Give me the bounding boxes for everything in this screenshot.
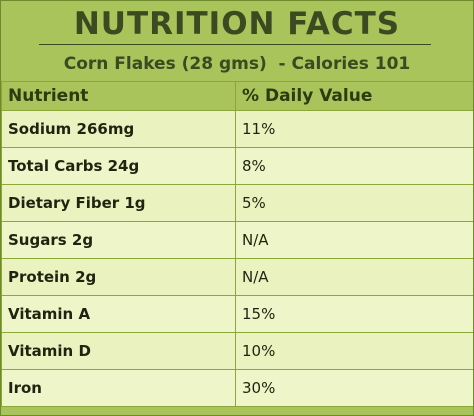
table-row: Sodium 266mg 11% [1, 110, 473, 148]
daily-value: 11% [235, 110, 473, 148]
nutrition-table: Nutrient % Daily Value Sodium 266mg 11% … [1, 81, 473, 407]
nutrient-name: Iron [1, 369, 236, 407]
table-row: Sugars 2g N/A [1, 221, 473, 259]
column-header-daily-value: % Daily Value [235, 81, 473, 111]
daily-value: 8% [235, 147, 473, 185]
nutrient-name: Dietary Fiber 1g [1, 184, 236, 222]
daily-value: N/A [235, 221, 473, 259]
daily-value: 10% [235, 332, 473, 370]
nutrient-name: Sugars 2g [1, 221, 236, 259]
product-subtitle: Corn Flakes (28 gms) - Calories 101 [63, 54, 411, 74]
title-divider [39, 44, 431, 45]
table-row: Iron 30% [1, 369, 473, 407]
daily-value: 15% [235, 295, 473, 333]
column-header-nutrient: Nutrient [1, 81, 236, 111]
nutrient-name: Sodium 266mg [1, 110, 236, 148]
daily-value: N/A [235, 258, 473, 296]
table-row: Vitamin D 10% [1, 332, 473, 370]
table-row: Protein 2g N/A [1, 258, 473, 296]
page-title: NUTRITION FACTS [73, 6, 401, 42]
table-row: Total Carbs 24g 8% [1, 147, 473, 185]
nutrient-name: Total Carbs 24g [1, 147, 236, 185]
daily-value: 5% [235, 184, 473, 222]
card-header: NUTRITION FACTS Corn Flakes (28 gms) - C… [1, 1, 473, 81]
table-row: Vitamin A 15% [1, 295, 473, 333]
table-row: Dietary Fiber 1g 5% [1, 184, 473, 222]
nutrient-name: Vitamin D [1, 332, 236, 370]
nutrient-name: Vitamin A [1, 295, 236, 333]
table-header-row: Nutrient % Daily Value [1, 81, 473, 111]
daily-value: 30% [235, 369, 473, 407]
nutrient-name: Protein 2g [1, 258, 236, 296]
